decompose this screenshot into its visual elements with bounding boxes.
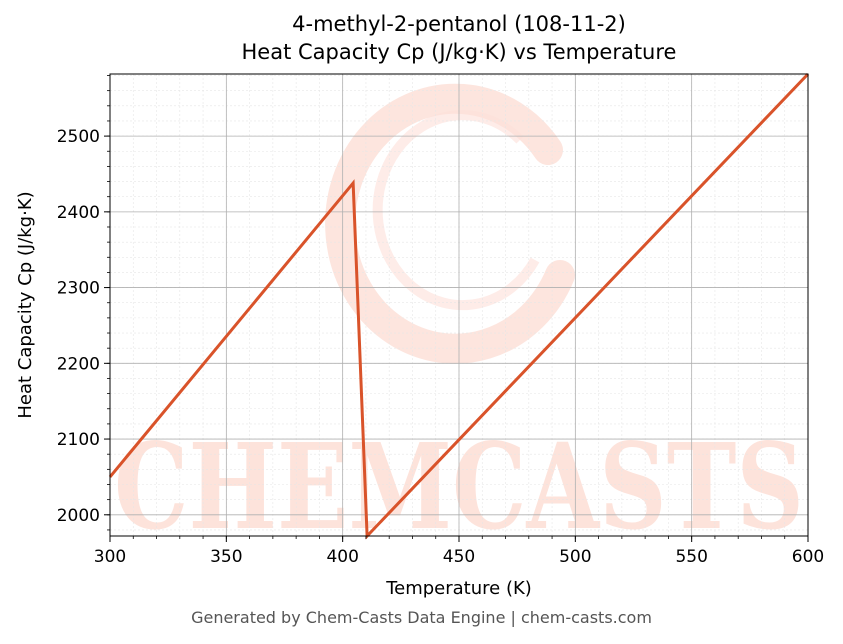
y-axis-label: Heat Capacity Cp (J/kg·K) — [15, 191, 36, 418]
y-tick-label: 2200 — [57, 354, 100, 374]
x-tick-label: 400 — [326, 547, 358, 567]
series-layer — [108, 72, 810, 540]
y-tick-label: 2100 — [57, 430, 100, 450]
y-tick-label: 2400 — [57, 203, 100, 223]
watermark-swirl-inner — [372, 110, 540, 311]
axis-ticks: 300 350 400 450 500 550 600 2000 2100 2200 2300 240… — [57, 75, 824, 567]
x-tick-label: 500 — [559, 547, 591, 567]
x-tick-label: 550 — [675, 547, 707, 567]
chart-title: 4-methyl-2-pentanol (108-11-2) — [292, 12, 626, 36]
x-tick-label: 300 — [94, 547, 126, 567]
y-tick-label: 2500 — [57, 127, 100, 147]
y-tick-label: 2300 — [57, 279, 100, 299]
x-tick-label: 600 — [792, 547, 824, 567]
footer-credit: Generated by Chem-Casts Data Engine | ch… — [191, 608, 652, 627]
x-tick-label: 350 — [210, 547, 242, 567]
x-axis-label: Temperature (K) — [385, 578, 532, 599]
watermark-swirl — [325, 83, 575, 364]
y-tick-label: 2000 — [57, 506, 100, 526]
chart-subtitle: Heat Capacity Cp (J/kg·K) vs Temperature — [241, 40, 677, 64]
x-tick-label: 450 — [443, 547, 475, 567]
series-line-0 — [108, 72, 810, 540]
